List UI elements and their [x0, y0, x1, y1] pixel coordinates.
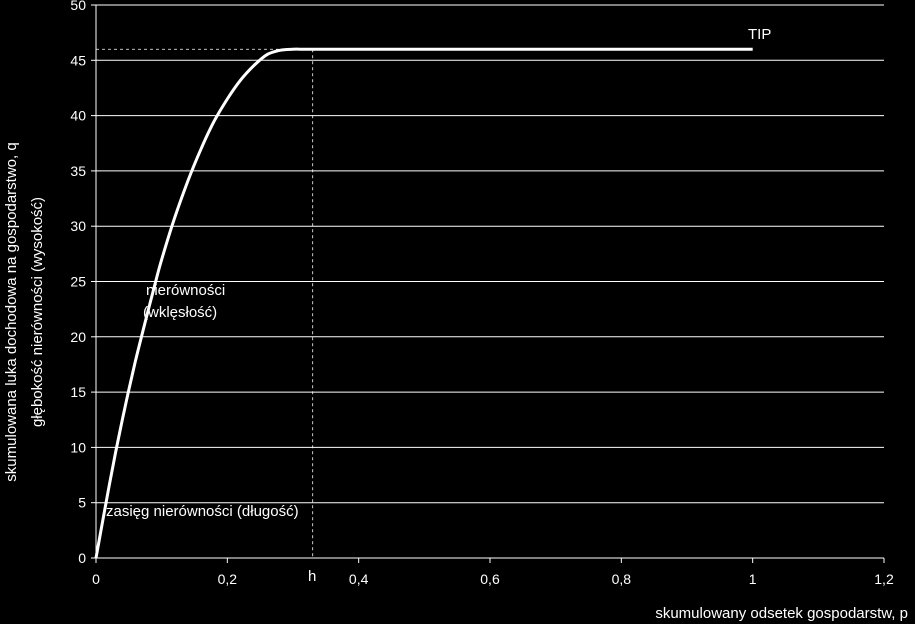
- x-axis-title: skumulowany odsetek gospodarstw, p: [655, 605, 908, 622]
- grid-lines: [96, 4, 884, 504]
- axes: [91, 4, 885, 563]
- y-tick-label: 45: [70, 52, 86, 68]
- y-tick-label: 20: [70, 329, 86, 345]
- annotation-concavity-line1: nierówności: [146, 282, 225, 299]
- y-tick-label: 40: [70, 108, 86, 124]
- x-tick-label: 0,2: [218, 571, 238, 587]
- y-tick-label: 5: [78, 495, 86, 511]
- y-axis-title-line2: głębokość nierówności (wysokość): [29, 197, 46, 427]
- annotation-tip: TIP: [748, 26, 771, 43]
- y-tick-label: 10: [70, 439, 86, 455]
- y-tick-label: 30: [70, 218, 86, 234]
- y-tick-label: 25: [70, 274, 86, 290]
- x-tick-label: 0,4: [349, 571, 369, 587]
- tip-curve: [94, 47, 753, 559]
- x-tick-label: 0,8: [612, 571, 632, 587]
- y-tick-label: 35: [70, 163, 86, 179]
- tick-labels: 0 5 10 15 20 25 30 35 40 45 50 0 0,2 0,4 0,6 0,8 1 1,2: [70, 0, 894, 587]
- x-tick-label: 1: [749, 571, 757, 587]
- x-tick-label: 0: [92, 571, 100, 587]
- x-tick-label: 0,6: [480, 571, 500, 587]
- guide-lines: [96, 48, 314, 558]
- x-tick-label: 1,2: [874, 571, 894, 587]
- annotation-h: h: [308, 568, 316, 585]
- annotation-length: zasięg nierówności (długość): [106, 503, 299, 520]
- annotation-concavity-line2: (wklęsłość): [143, 304, 217, 321]
- series: [94, 47, 753, 559]
- y-tick-label: 50: [70, 0, 86, 13]
- y-tick-label: 0: [78, 550, 86, 566]
- y-tick-label: 15: [70, 384, 86, 400]
- y-axis-title-line1: skumulowana luka dochodowa na gospodarst…: [3, 142, 20, 481]
